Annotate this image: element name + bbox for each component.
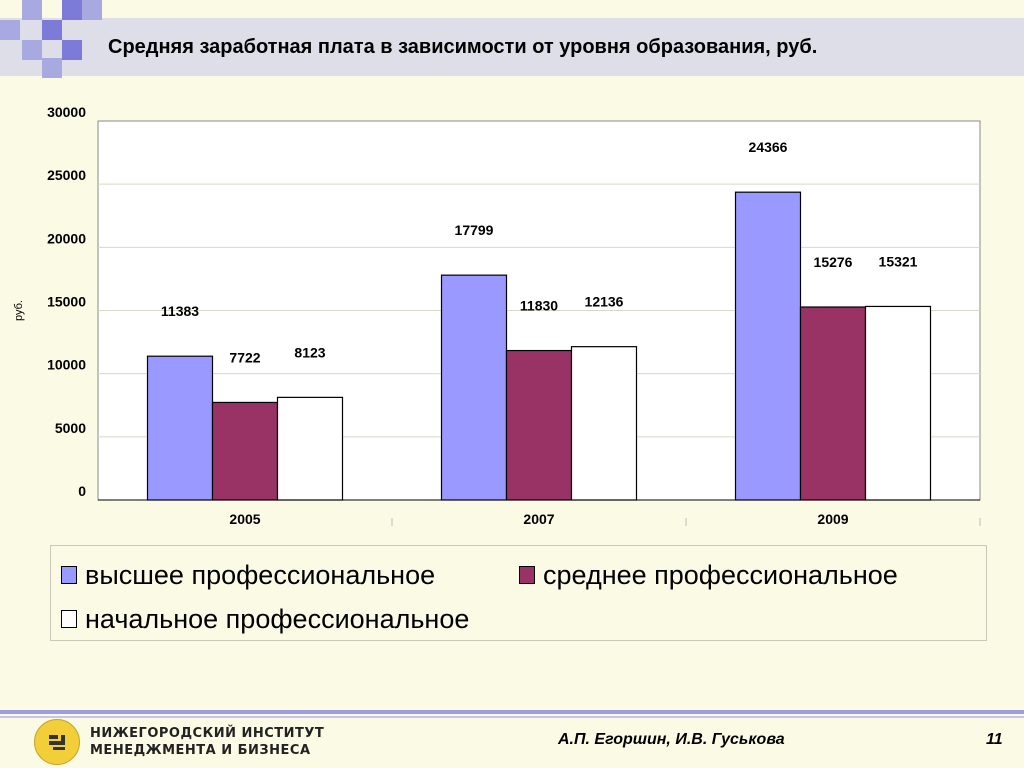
footer-rule-thin <box>0 716 1024 718</box>
legend-item-primary: начальное профессиональное <box>61 602 469 636</box>
data-label: 11830 <box>520 298 558 314</box>
bar <box>440 274 508 501</box>
data-label: 17799 <box>455 222 494 238</box>
decor-square <box>22 0 42 20</box>
data-label: 12136 <box>585 294 624 310</box>
bar <box>570 346 638 501</box>
bar <box>864 305 932 501</box>
y-axis-label: руб. <box>13 300 25 321</box>
decor-square <box>62 0 82 20</box>
authors: А.П. Егоршин, И.В. Гуськова <box>558 731 785 748</box>
institute-name-line2: МЕНЕДЖМЕНТА И БИЗНЕСА <box>90 743 311 758</box>
legend-label-secondary: среднее профессиональное <box>543 559 898 590</box>
y-tick-label: 15000 <box>47 294 86 310</box>
legend-swatch-secondary <box>519 566 535 584</box>
y-tick-label: 10000 <box>47 357 86 373</box>
y-tick-label: 20000 <box>47 230 86 246</box>
decor-square <box>82 0 102 20</box>
decor-square <box>42 20 62 40</box>
title-band <box>0 18 1024 76</box>
bar <box>211 401 279 501</box>
x-tick-label: 2007 <box>523 511 554 527</box>
data-label: 11383 <box>161 303 199 319</box>
slide-title: Средняя заработная плата в зависимости о… <box>108 36 818 58</box>
y-tick-label: 5000 <box>55 420 86 436</box>
institute-logo <box>34 719 80 765</box>
legend-swatch-higher <box>61 566 77 584</box>
decor-square <box>0 20 20 40</box>
legend-swatch-primary <box>61 610 77 628</box>
y-tick-label: 30000 <box>47 104 86 120</box>
data-label: 15321 <box>879 253 918 269</box>
bar <box>505 349 573 501</box>
institute-name-line1: НИЖЕГОРОДСКИЙ ИНСТИТУТ <box>90 726 325 741</box>
chart-legend: высшее профессиональное среднее професси… <box>50 545 987 641</box>
legend-label-higher: высшее профессиональное <box>85 559 436 590</box>
x-tick-label: 2009 <box>817 511 848 527</box>
bar <box>734 191 802 501</box>
y-tick-label: 25000 <box>47 167 86 183</box>
footer-rule <box>0 710 1024 714</box>
bar-chart: 0 5000 10000 15000 20000 25000 30000 руб. 11383 7… <box>13 104 981 527</box>
legend-item-secondary: среднее профессиональное <box>519 558 898 592</box>
legend-item-higher: высшее профессиональное <box>61 558 435 592</box>
decor-square <box>22 40 42 60</box>
y-tick-label: 0 <box>78 483 86 499</box>
data-label: 8123 <box>294 344 325 360</box>
bar <box>799 306 867 501</box>
bar <box>146 355 214 501</box>
page-number: 11 <box>986 731 1003 748</box>
data-label: 7722 <box>229 349 260 365</box>
legend-label-primary: начальное профессиональное <box>85 603 470 634</box>
x-tick-label: 2005 <box>229 511 260 527</box>
data-label: 15276 <box>814 254 853 270</box>
decor-square <box>42 58 62 78</box>
bar <box>276 396 344 501</box>
data-label: 24366 <box>749 139 788 155</box>
logo-mark-icon <box>49 735 65 750</box>
decor-square <box>62 40 82 60</box>
